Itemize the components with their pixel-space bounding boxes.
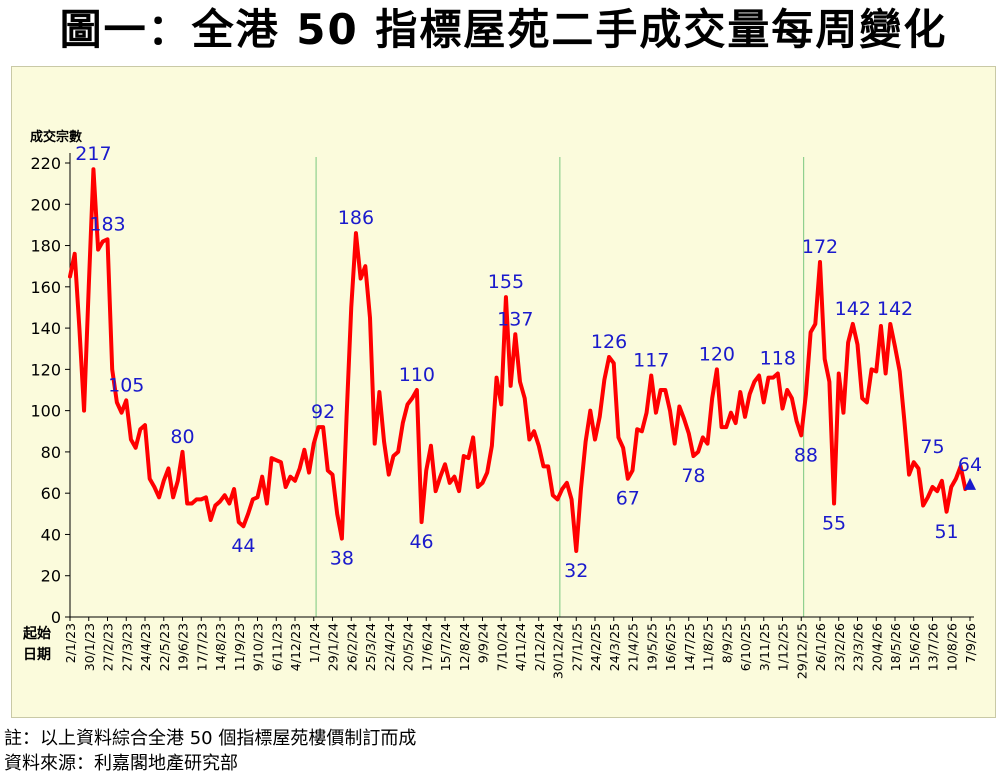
data-label: 117: [633, 350, 669, 372]
data-label: 92: [311, 401, 335, 423]
x-tick-label: 26/1/26: [813, 623, 828, 671]
source-note: 資料來源：利嘉閣地產研究部: [4, 753, 238, 774]
data-label: 67: [616, 488, 640, 510]
data-label: 46: [409, 531, 433, 553]
x-tick-label: 11/8/25: [701, 623, 716, 671]
chart-title: 圖一：全港 50 指標屋苑二手成交量每周變化: [59, 5, 948, 54]
data-label: 126: [591, 331, 627, 353]
x-tick-label: 27/3/23: [119, 623, 134, 671]
x-tick-label: 24/4/23: [138, 623, 153, 671]
y-tick-label: 40: [41, 525, 61, 544]
data-label: 44: [231, 535, 255, 557]
data-label: 155: [488, 271, 524, 293]
y-tick-label: 140: [30, 319, 61, 338]
x-tick-label: 15/7/24: [438, 623, 453, 671]
x-tick-label: 19/5/25: [644, 623, 659, 671]
chart-area: 0 20 40 60 80 100 120 140 160 180 200 220 成交宗數起始日期 2/…: [11, 66, 996, 718]
notes: 註：以上資料綜合全港 50 個指標屋苑樓價制訂而成 資料來源：利嘉閣地產研究部: [4, 726, 416, 776]
x-tick-label: 23/2/26: [832, 623, 847, 671]
x-tick-label: 30/1/23: [82, 623, 97, 671]
y-tick-label: 120: [30, 360, 61, 379]
x-tick-label: 7/9/26: [963, 623, 978, 663]
data-label: 183: [89, 213, 125, 235]
x-tick-label: 14/8/23: [213, 623, 228, 671]
x-tick-label: 22/5/23: [157, 623, 172, 671]
x-tick-label: 2/1/23: [63, 623, 78, 663]
x-tick-label: 20/4/26: [869, 623, 884, 671]
x-tick-label: 13/7/26: [926, 623, 941, 671]
x-tick-label: 12/8/24: [457, 623, 472, 671]
x-tick-label: 23/3/26: [851, 623, 866, 671]
x-tick-label: 17/6/24: [419, 623, 434, 671]
x-tick-label: 17/7/23: [194, 623, 209, 671]
footnote: 註：以上資料綜合全港 50 個指標屋苑樓價制訂而成: [4, 728, 417, 749]
y-tick-label: 20: [41, 567, 61, 586]
x-tick-label: 6/11/23: [269, 623, 284, 671]
x-tick-label: 18/5/26: [888, 623, 903, 671]
x-axis-title: 起始: [22, 625, 51, 642]
y-axis-title: 成交宗數: [30, 129, 82, 145]
y-tick-label: 200: [30, 195, 61, 214]
x-tick-label: 10/8/26: [944, 623, 959, 671]
data-label: 186: [338, 207, 374, 229]
x-tick-label: 7/10/24: [494, 623, 509, 671]
x-tick-label: 1/12/25: [776, 623, 791, 671]
x-tick-label: 19/6/23: [176, 623, 191, 671]
data-label: 137: [497, 308, 533, 330]
x-tick-label: 4/12/23: [288, 623, 303, 671]
x-tick-label: 1/1/24: [307, 623, 322, 663]
x-axis-title: 日期: [23, 647, 51, 663]
series-line: [68, 167, 972, 553]
data-label: 120: [699, 343, 735, 365]
x-tick-label: 29/12/25: [794, 623, 809, 679]
y-tick-label: 180: [30, 237, 61, 256]
data-label: 217: [75, 143, 111, 165]
data-label: 51: [934, 521, 958, 543]
x-tick-label: 26/2/24: [344, 623, 359, 671]
x-tick-label: 11/9/23: [232, 623, 247, 671]
data-label: 88: [794, 444, 818, 466]
x-tick-label: 14/7/25: [682, 623, 697, 671]
y-tick-label: 80: [41, 443, 61, 462]
y-tick-label: 160: [30, 278, 61, 297]
data-label: 55: [822, 513, 846, 535]
data-label: 78: [681, 465, 705, 487]
x-tick-label: 24/3/25: [607, 623, 622, 671]
x-tick-label: 30/12/24: [551, 623, 566, 679]
x-tick-label: 3/11/25: [757, 623, 772, 671]
data-label: 105: [108, 374, 144, 396]
x-tick-label: 25/3/24: [363, 623, 378, 671]
data-label: 75: [920, 436, 944, 458]
latest-point-marker: [964, 477, 976, 490]
y-tick-label: 60: [41, 484, 61, 503]
x-tick-label: 24/2/25: [588, 623, 603, 671]
data-label: 118: [760, 347, 796, 369]
x-tick-label: 27/1/25: [569, 623, 584, 671]
data-label: 142: [835, 298, 871, 320]
x-tick-label: 29/1/24: [326, 623, 341, 671]
y-tick-label: 100: [30, 402, 61, 421]
x-tick-label: 21/4/25: [626, 623, 641, 671]
x-tick-label: 16/6/25: [663, 623, 678, 671]
data-label: 80: [170, 426, 194, 448]
data-label: 110: [399, 364, 435, 386]
x-tick-label: 8/9/25: [719, 623, 734, 663]
data-label: 64: [958, 454, 982, 476]
x-tick-label: 9/10/23: [251, 623, 266, 671]
y-tick-label: 0: [51, 608, 61, 627]
data-label: 32: [564, 560, 588, 582]
x-tick-label: 9/9/24: [476, 623, 491, 663]
x-tick-label: 20/5/24: [401, 623, 416, 671]
data-label: 172: [802, 236, 838, 258]
x-tick-label: 2/12/24: [532, 623, 547, 671]
x-tick-label: 22/4/24: [382, 623, 397, 671]
data-label: 142: [877, 298, 913, 320]
x-tick-label: 15/6/26: [907, 623, 922, 671]
y-tick-label: 220: [30, 154, 61, 173]
x-tick-label: 27/2/23: [101, 623, 116, 671]
x-tick-label: 6/10/25: [738, 623, 753, 671]
data-label: 38: [330, 548, 354, 570]
x-tick-label: 4/11/24: [513, 623, 528, 671]
